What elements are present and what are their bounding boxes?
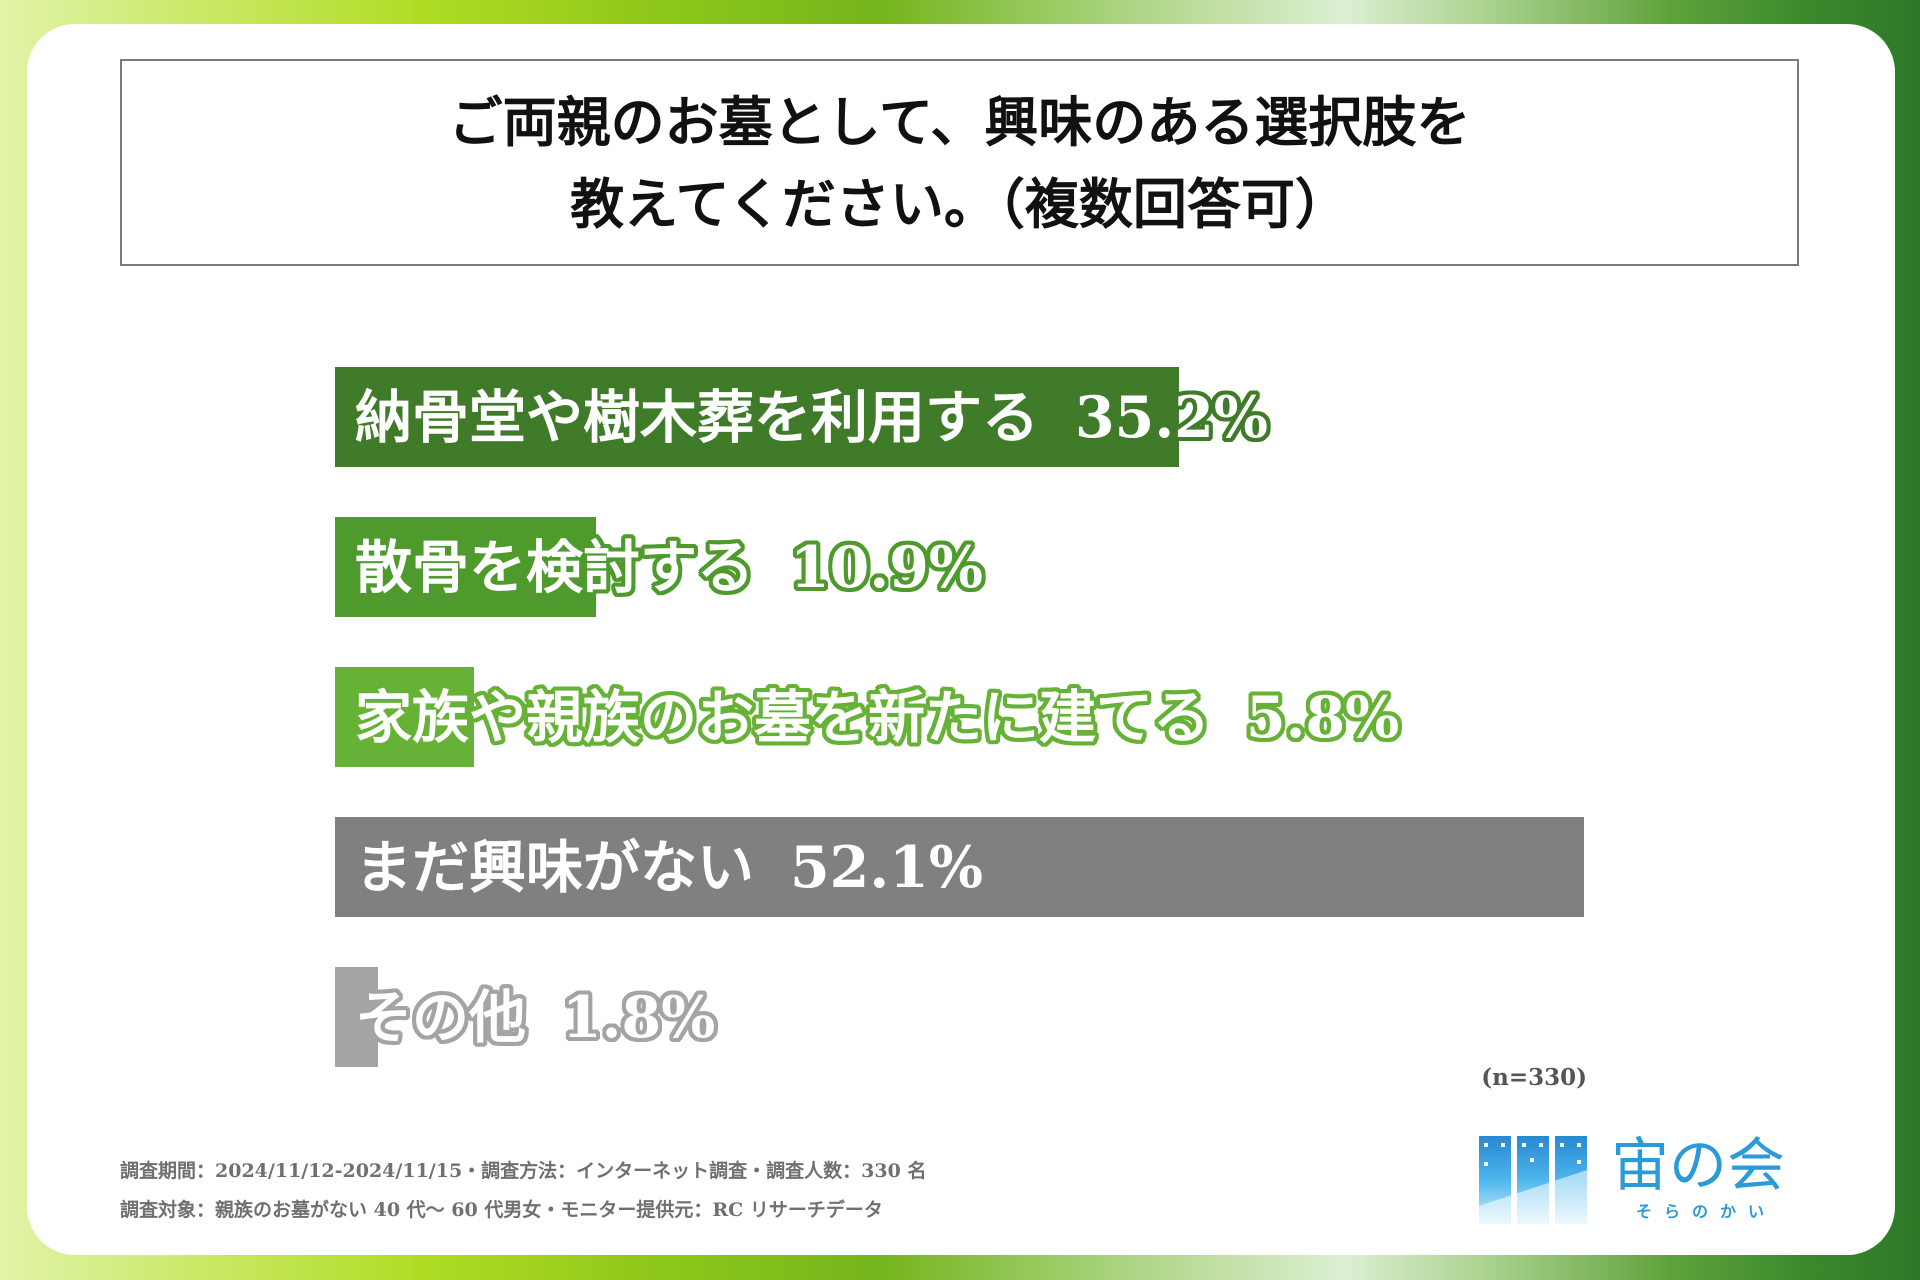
building-windows-icon	[1479, 1136, 1587, 1224]
bar-new-family-grave	[335, 667, 475, 767]
bar-row-columbarium-tree-burial: 納骨堂や樹木葬を利用する 35.2%	[335, 367, 1635, 467]
bar-text: 家族や親族のお墓を新たに建てる 5.8%	[355, 667, 1399, 767]
logo-reading: そらのかい	[1636, 1202, 1777, 1221]
category-label: 散骨を検討する	[355, 534, 754, 601]
data-label: 52.1%	[790, 834, 983, 901]
logo-name: 宙の会	[1611, 1131, 1786, 1199]
bar-row-other: その他 1.8%	[335, 967, 1635, 1067]
bar-columbarium-tree-burial	[335, 367, 1179, 467]
sample-size-note: (n=330)	[1481, 1064, 1587, 1091]
bar-row-new-family-grave: 家族や親族のお墓を新たに建てる 5.8%	[335, 667, 1635, 767]
bar-text: 散骨を検討する 10.9%	[355, 517, 983, 617]
survey-info-line: 調査期間：2024/11/12-2024/11/15・調査方法：インターネット調…	[120, 1160, 927, 1182]
data-label: 35.2%	[1075, 384, 1268, 451]
bar-text: 納骨堂や樹木葬を利用する 35.2%	[355, 367, 1268, 467]
data-label: 5.8%	[1246, 684, 1400, 751]
title-box: ご両親のお墓として、興味のある選択肢を 教えてください。（複数回答可）	[120, 59, 1799, 266]
category-label: その他	[355, 984, 526, 1051]
data-label: 10.9%	[790, 534, 983, 601]
bar-no-interest-yet	[335, 817, 1584, 917]
bar-text: まだ興味がない 52.1%	[355, 817, 983, 917]
category-label: まだ興味がない	[355, 834, 754, 901]
chart-title: ご両親のお墓として、興味のある選択肢を 教えてください。（複数回答可）	[448, 89, 1471, 236]
bar-row-no-interest-yet: まだ興味がない 52.1%	[335, 817, 1635, 917]
horizontal-bar-chart: 納骨堂や樹木葬を利用する 35.2% 散骨を検討する 10.9% 家族や親族のお墓を…	[335, 367, 1635, 1067]
data-label: 1.8%	[562, 984, 716, 1051]
bar-other	[335, 967, 379, 1067]
survey-footer: 調査期間：2024/11/12-2024/11/15・調査方法：インターネット調…	[120, 1152, 926, 1230]
category-label: 家族や親族のお墓を新たに建てる	[355, 684, 1210, 751]
bar-scattering-ashes	[335, 517, 597, 617]
category-label: 納骨堂や樹木葬を利用する	[355, 384, 1039, 451]
bar-row-scattering-ashes: 散骨を検討する 10.9%	[335, 517, 1635, 617]
bar-text: その他 1.8%	[355, 967, 715, 1067]
survey-target-line: 調査対象：親族のお墓がない 40 代～ 60 代男女・モニター提供元：RC リサ…	[120, 1199, 883, 1221]
